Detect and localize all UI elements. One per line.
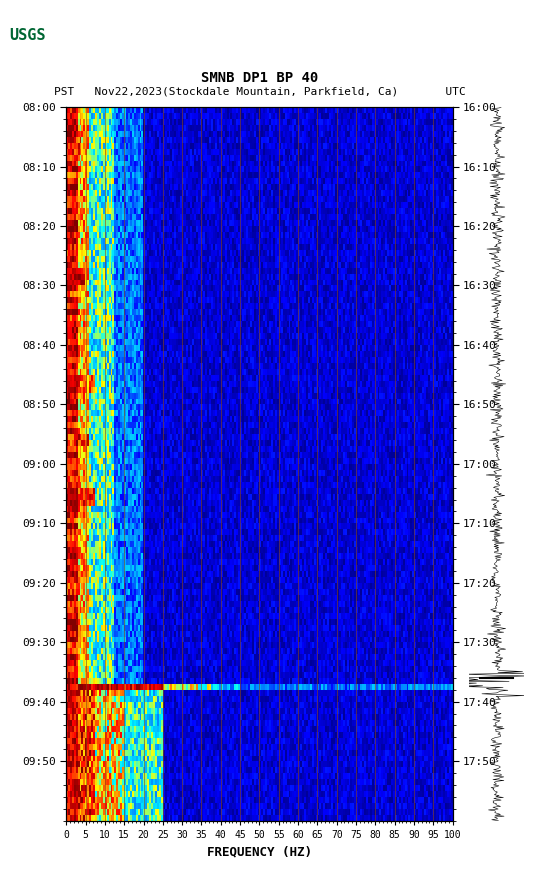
Text: USGS: USGS — [9, 29, 45, 43]
X-axis label: FREQUENCY (HZ): FREQUENCY (HZ) — [207, 846, 312, 858]
Text: PST   Nov22,2023(Stockdale Mountain, Parkfield, Ca)       UTC: PST Nov22,2023(Stockdale Mountain, Parkf… — [54, 87, 465, 96]
Text: SMNB DP1 BP 40: SMNB DP1 BP 40 — [201, 70, 318, 85]
